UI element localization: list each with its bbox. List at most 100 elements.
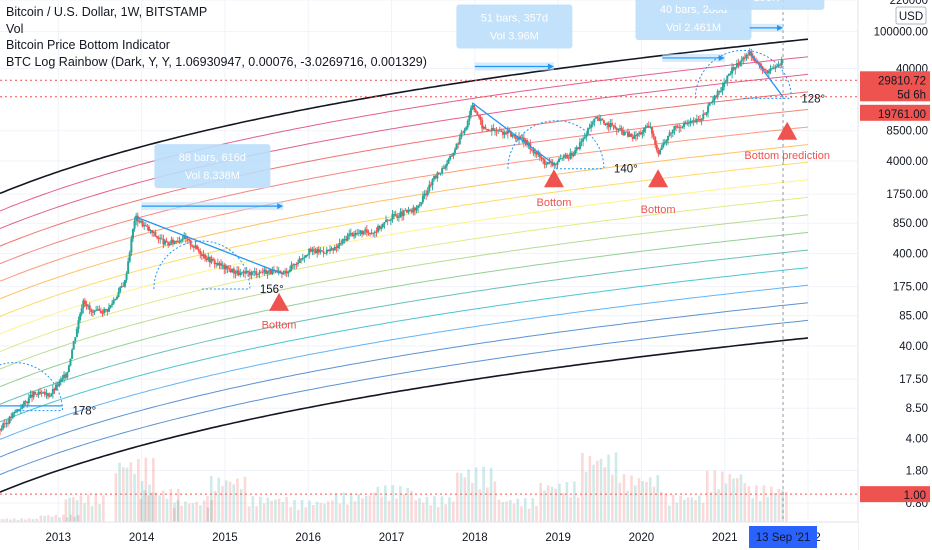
measure-arrowhead <box>277 203 284 210</box>
volume-bar <box>364 496 368 522</box>
volume-bar <box>243 476 247 522</box>
candle-body <box>71 349 74 359</box>
candle-body <box>692 120 695 122</box>
candle-body <box>381 223 384 228</box>
candle-body <box>196 245 199 250</box>
volume-bar <box>27 518 31 522</box>
candle-body <box>58 381 61 387</box>
candle-body <box>535 151 538 155</box>
candle-body <box>80 308 83 315</box>
candle-body <box>418 204 421 206</box>
candle-body <box>367 232 370 234</box>
volume-bar <box>43 515 46 522</box>
candle-body <box>147 226 150 231</box>
volume-bar <box>766 496 769 522</box>
volume-bar <box>165 498 169 522</box>
angle-label: 140° <box>614 164 638 176</box>
candle-body <box>556 162 559 165</box>
volume-bar <box>73 516 76 522</box>
measure-tool: 51 bars, 357d Vol 3.96M <box>456 4 573 71</box>
candle-body <box>562 155 565 159</box>
candle-body <box>494 130 496 132</box>
candle-body <box>186 238 189 240</box>
candle-body <box>282 272 285 275</box>
legend-rainbow[interactable]: BTC Log Rainbow (Dark, Y, Y, 1.06930947,… <box>6 54 427 69</box>
candle-body <box>345 238 348 241</box>
candle-body <box>405 210 408 213</box>
candle-body <box>447 159 450 164</box>
candle-body <box>59 379 62 382</box>
volume-bar <box>277 498 281 522</box>
volume-bar <box>202 500 206 522</box>
candle-body <box>426 190 429 196</box>
candle-body <box>18 409 21 410</box>
candle-body <box>505 132 508 134</box>
candle-body <box>766 70 769 74</box>
volume-bar <box>493 481 497 522</box>
candle-body <box>479 116 482 121</box>
candle-body <box>716 90 719 98</box>
candle-body <box>567 158 570 160</box>
candle-body <box>99 310 102 314</box>
candle-body <box>718 90 721 92</box>
candle-body <box>707 105 710 113</box>
volume-bar <box>728 474 732 522</box>
candle-body <box>72 341 75 350</box>
candle-body <box>96 309 99 311</box>
candle-body <box>601 118 604 121</box>
measure-label-box <box>708 0 825 10</box>
legend-volume[interactable]: Vol <box>6 21 24 36</box>
bottom-marker <box>648 169 669 188</box>
candle-body <box>574 150 577 155</box>
price-axis[interactable]: 220000100000.00400008500.004000.001750.0… <box>857 0 932 550</box>
candle-body <box>269 269 272 274</box>
volume-bar <box>180 505 183 522</box>
measure-vol-text: Vol 2.461M <box>666 22 721 34</box>
candle-body <box>333 247 336 251</box>
legend-bottom-indicator[interactable]: Bitcoin Price Bottom Indicator <box>6 38 170 52</box>
candle-body <box>490 128 493 132</box>
candle-body <box>207 256 210 261</box>
candle-body <box>103 308 106 314</box>
candle-body <box>469 108 472 115</box>
volume-bar <box>523 498 527 522</box>
candle-body <box>534 151 537 154</box>
volume-bar <box>429 505 433 522</box>
candle-body <box>208 256 211 263</box>
volume-bar <box>516 498 520 522</box>
candle-body <box>223 264 226 270</box>
candle-body <box>667 135 670 141</box>
candle-body <box>434 175 437 179</box>
rainbow-band <box>0 319 809 476</box>
rainbow-band <box>0 337 809 493</box>
candle-body <box>218 263 221 266</box>
candle-body <box>457 143 460 145</box>
legend-symbol[interactable]: Bitcoin / U.S. Dollar, 1W, BITSTAMP <box>6 5 208 19</box>
volume-bar <box>550 486 554 522</box>
candle-body <box>144 225 147 227</box>
candle-body <box>35 394 38 395</box>
candle-body <box>409 209 412 211</box>
volume-bar <box>581 452 584 522</box>
volume-bar <box>357 494 360 522</box>
volume-bar <box>274 499 277 522</box>
volume-bar <box>217 477 221 522</box>
time-tick-label: 2015 <box>212 532 238 544</box>
volume-bar <box>425 496 429 522</box>
candle-body <box>133 220 136 229</box>
rainbow-band <box>0 214 809 370</box>
candle-body <box>455 143 458 150</box>
candle-body <box>388 219 391 221</box>
bottom-marker <box>269 292 290 311</box>
candle-body <box>120 286 123 288</box>
measure-arrowhead <box>547 63 554 70</box>
candle-body <box>184 235 187 239</box>
volume-bar <box>489 467 493 522</box>
time-axis[interactable]: 2013201420152016201720182019202020212022… <box>0 521 858 550</box>
candle-body <box>95 310 98 311</box>
volume-bar <box>87 494 90 522</box>
bottom-annotation: Bottom <box>262 292 296 331</box>
candle-body <box>64 374 67 378</box>
candle-body <box>253 271 256 273</box>
